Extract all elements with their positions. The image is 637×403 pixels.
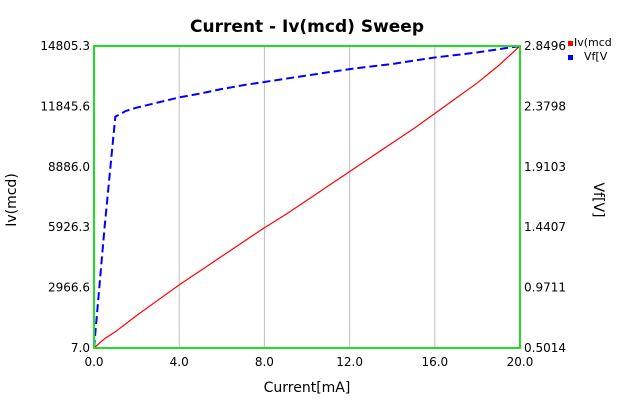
chart-title: Current - Iv(mcd) Sweep: [190, 17, 424, 37]
x-tick-label: 4.0: [170, 355, 189, 369]
grid-lines: [178, 46, 436, 348]
y-tick-label: 7.0: [71, 341, 90, 355]
legend-label: Iv(mcd: [574, 36, 612, 49]
y-axis-ticks: 7.0 2966.6 5926.3 8886.0 11845.6 14805.3: [40, 39, 90, 355]
y2-tick-label: 0.5014: [524, 341, 566, 355]
legend-swatch: [568, 41, 573, 46]
y2-tick-label: 0.9711: [524, 281, 566, 295]
y2-tick-label: 1.9103: [524, 160, 566, 174]
y2-tick-label: 1.4407: [524, 220, 566, 234]
x-tick-label: 20.0: [507, 355, 534, 369]
y2-axis-ticks: 0.5014 0.9711 1.4407 1.9103 2.3798 2.8496: [524, 39, 566, 355]
x-axis-ticks: 0.0 4.0 8.0 12.0 16.0 20.0: [84, 355, 533, 369]
y-tick-label: 8886.0: [48, 160, 90, 174]
plot-frame: [93, 45, 521, 349]
y-tick-label: 2966.6: [48, 281, 90, 295]
plot-series: [93, 45, 521, 349]
x-tick-label: 8.0: [255, 355, 274, 369]
series-line-vf: [93, 45, 521, 349]
legend-label: Vf[V: [584, 50, 608, 63]
y2-tick-label: 2.3798: [524, 99, 566, 113]
series-line-iv: [93, 45, 521, 349]
x-tick-label: 12.0: [336, 355, 363, 369]
x-tick-label: 16.0: [421, 355, 448, 369]
y-tick-label: 14805.3: [40, 39, 90, 53]
y2-tick-label: 2.8496: [524, 39, 566, 53]
y-tick-label: 11845.6: [40, 99, 90, 113]
y-axis-label: Iv(mcd): [4, 173, 20, 227]
x-axis-label: Current[mA]: [264, 380, 351, 396]
legend-swatch: [568, 55, 573, 60]
x-tick-label: 0.0: [84, 355, 103, 369]
y2-axis-label: Vf[V]: [590, 182, 606, 217]
y-tick-label: 5926.3: [48, 220, 90, 234]
